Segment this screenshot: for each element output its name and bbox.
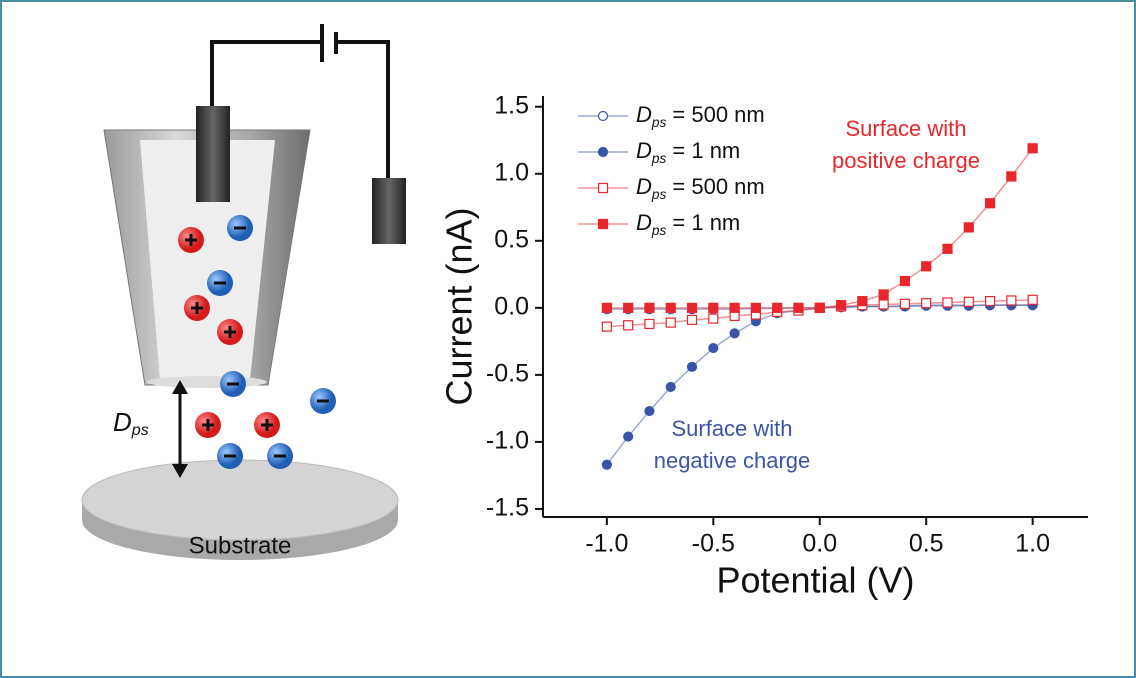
legend-label: Dps = 500 nm [636, 174, 765, 202]
point [1006, 295, 1017, 306]
point [984, 296, 996, 307]
symbol: D [636, 138, 652, 163]
subscript: ps [651, 115, 667, 130]
rest: = 1 nm [666, 138, 740, 163]
point [623, 302, 634, 313]
point [963, 222, 974, 233]
electrode [372, 178, 406, 244]
wire [336, 40, 390, 180]
y-tick-label: -1.5 [486, 494, 529, 522]
point [942, 243, 953, 254]
point [921, 261, 932, 272]
point [750, 302, 761, 313]
point [601, 321, 612, 332]
point [1027, 294, 1038, 305]
arrow-head [172, 464, 188, 478]
y-tick-label: -1.0 [486, 427, 529, 455]
legend-marker [597, 110, 609, 122]
y-tick-label: -0.5 [486, 359, 529, 387]
pipette-tip [147, 376, 267, 388]
x-tick-label: 0.5 [909, 530, 944, 558]
point [729, 328, 740, 339]
rest: = 1 nm [666, 210, 740, 235]
wire [210, 40, 322, 110]
y-axis-title: Current (nA) [439, 207, 480, 405]
subscript: ps [651, 187, 667, 202]
symbol: D [636, 210, 652, 235]
y-tick-label: 0.0 [494, 292, 529, 320]
legend-marker [597, 218, 609, 230]
point [665, 317, 676, 328]
annotation: positive charge [832, 148, 980, 173]
point [857, 296, 868, 307]
point [835, 300, 847, 311]
point [623, 320, 634, 331]
substrate-label: Substrate [189, 532, 292, 559]
x-tick-label: 0.0 [802, 530, 837, 558]
point [1006, 171, 1017, 182]
point [601, 302, 612, 313]
y-tick-label: 1.5 [494, 91, 529, 119]
rest: = 500 nm [666, 174, 764, 199]
point [921, 298, 932, 309]
gap-label: Dps [113, 407, 149, 439]
point [772, 302, 783, 313]
substrate [81, 459, 399, 541]
point [601, 459, 612, 470]
annotation: Surface with [671, 416, 792, 441]
annotation: Surface with [845, 116, 966, 141]
point [708, 313, 719, 324]
point [729, 302, 740, 313]
x-tick-label: 1.0 [1015, 530, 1050, 558]
point [644, 318, 655, 330]
x-axis-title: Potential (V) [716, 560, 914, 601]
subscript: ps [651, 223, 667, 238]
legend-label: Dps = 500 nm [636, 102, 765, 130]
diagram [81, 24, 406, 560]
point [963, 296, 974, 307]
point [665, 381, 676, 393]
point [708, 302, 719, 313]
point [644, 302, 655, 313]
symbol: D [636, 174, 652, 199]
rest: = 500 nm [666, 102, 764, 127]
point [793, 302, 804, 313]
point [984, 198, 996, 209]
legend-marker [597, 146, 609, 158]
point [878, 299, 889, 310]
point [878, 289, 889, 300]
annotation: negative charge [654, 448, 811, 473]
point [1027, 143, 1038, 154]
point [644, 405, 655, 417]
electrode [196, 106, 230, 202]
point [665, 302, 676, 313]
symbol: D [113, 407, 132, 437]
legend-marker [597, 182, 609, 194]
y-tick-label: 1.0 [494, 158, 529, 186]
point [686, 361, 698, 372]
point [708, 342, 719, 354]
point [814, 302, 825, 313]
point [899, 275, 911, 287]
subscript: ps [651, 151, 667, 166]
point [623, 431, 634, 442]
point [899, 298, 911, 309]
x-tick-label: -1.0 [585, 530, 628, 558]
point [686, 302, 698, 313]
pipette-inner [140, 140, 275, 380]
symbol: D [636, 102, 652, 127]
legend-label: Dps = 1 nm [636, 210, 740, 238]
arrow-head [172, 380, 188, 394]
subscript: ps [131, 421, 149, 439]
y-tick-label: 0.5 [494, 225, 529, 253]
legend-label: Dps = 1 nm [636, 138, 740, 166]
point [942, 297, 953, 308]
x-tick-label: -0.5 [692, 530, 735, 558]
point [686, 314, 698, 326]
